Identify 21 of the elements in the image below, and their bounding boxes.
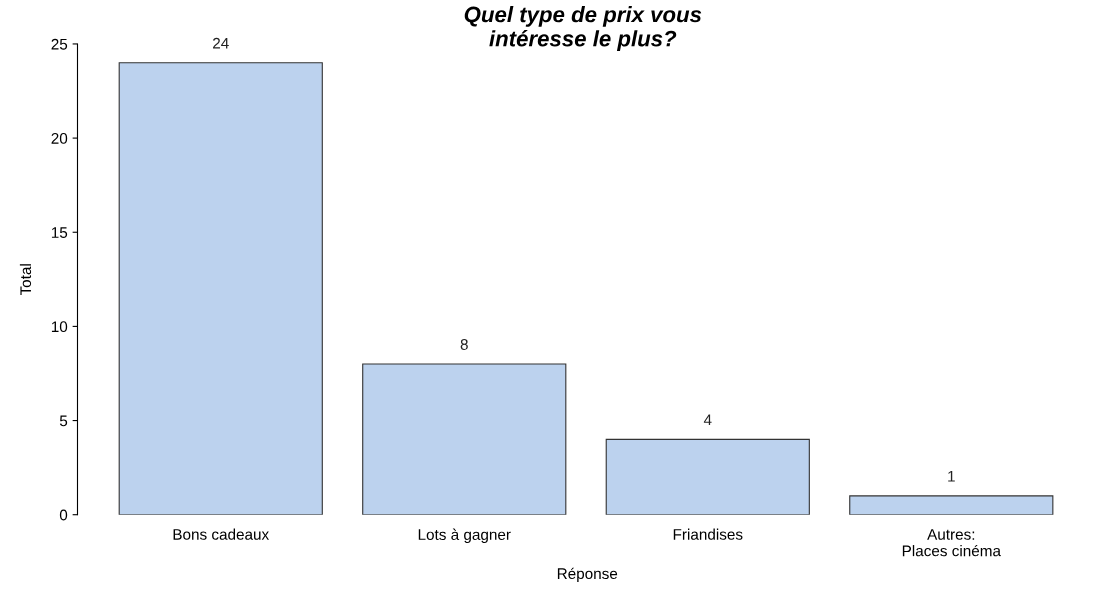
bar [849,495,1054,515]
x-tick-label: Friandises [673,528,743,540]
data-label: 4 [703,414,712,426]
y-tick-label: 25 [51,38,68,50]
chart-title: Quel type de prix vous intéresse le plus? [464,6,702,51]
y-tick-label: 10 [51,321,68,333]
data-label: 24 [213,37,229,49]
x-tick-label: Bons cadeaux [173,528,269,540]
y-tick-label: 5 [59,415,68,427]
y-tick-label: 20 [51,132,68,144]
y-tick-label: 0 [59,509,68,521]
y-tick-label: 15 [51,227,68,238]
data-label: 8 [460,339,468,350]
bar [118,62,323,515]
x-axis-title: Réponse [557,567,618,583]
y-axis-title: Total [19,264,32,296]
bar [605,438,810,515]
x-tick-label: Autres: Places cinéma [902,529,1001,557]
data-label: 1 [948,471,955,482]
bar [362,363,567,515]
x-tick-label: Lots à gagner [418,528,511,544]
